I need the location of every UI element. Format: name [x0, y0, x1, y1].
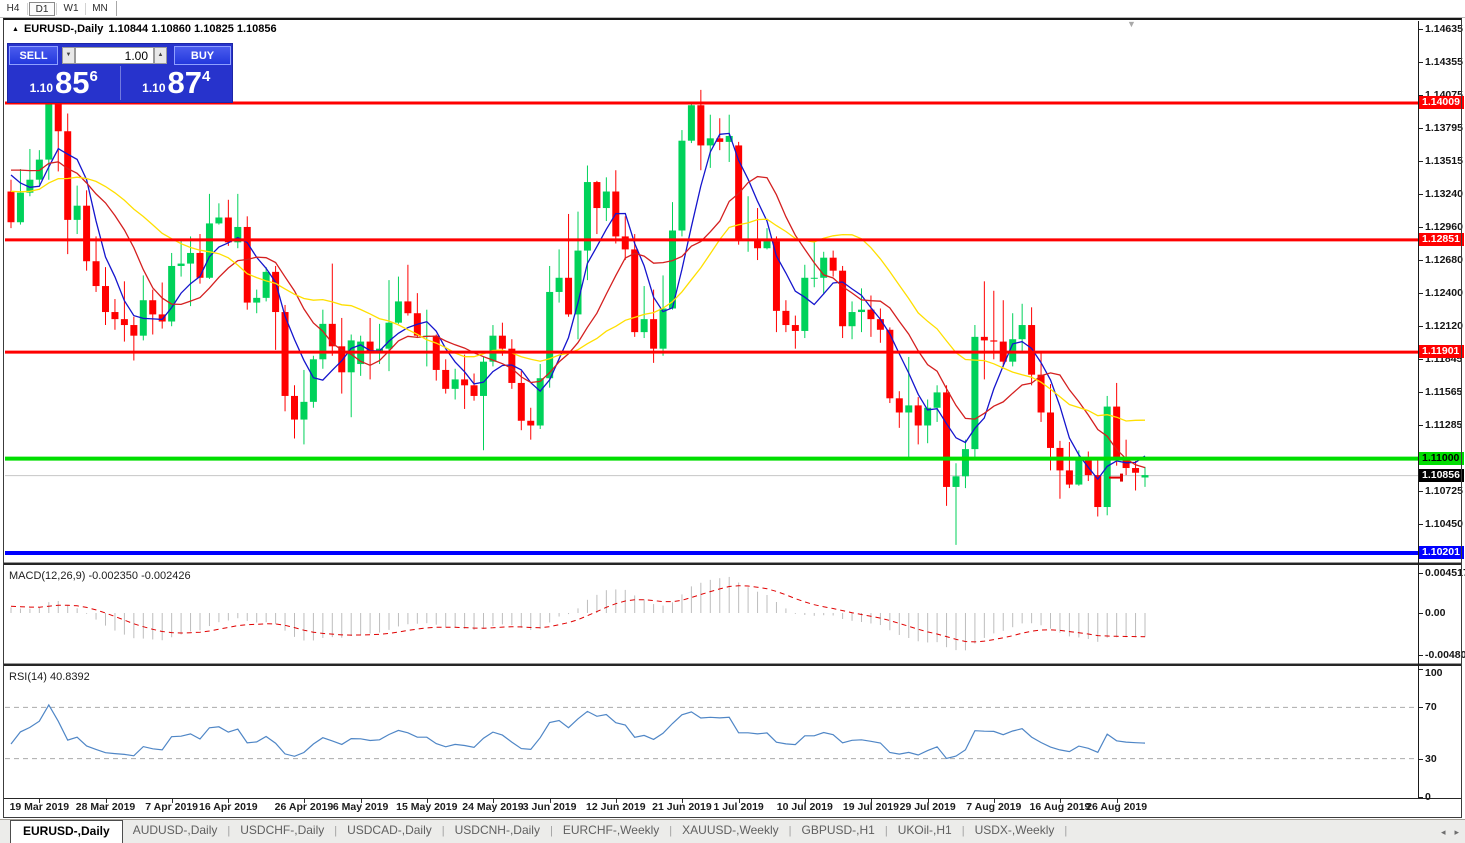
tab-separator: |: [549, 825, 553, 837]
last-price-arrow-icon: [1109, 476, 1120, 479]
price-divider: [119, 66, 121, 100]
timeframe-button-h4[interactable]: H4: [6, 2, 20, 14]
bid-ask-display: 1.10 85 6 1.10 87 4: [8, 66, 232, 100]
buy-price-big: 87: [167, 65, 202, 100]
chart-title-symbol: EURUSD-,Daily: [23, 23, 104, 35]
tab-separator: |: [1064, 825, 1068, 837]
chart-tab-usdx-weekly[interactable]: USDX-,Weekly: [974, 823, 1055, 837]
tab-separator: |: [669, 825, 673, 837]
sell-price-sup: 6: [89, 68, 98, 85]
chart-tab-usdcad-daily[interactable]: USDCAD-,Daily: [347, 823, 432, 837]
collapse-trade-panel-icon[interactable]: ▲: [12, 25, 19, 33]
macd-signal-line: [10, 585, 1146, 643]
price-pane: [5, 47, 1418, 555]
timeframe-toolbar: H4 D1 W1 MN: [0, 0, 1465, 18]
macd-indicator-label: MACD(12,26,9) -0.002350 -0.002426: [9, 570, 191, 582]
buy-price-prefix: 1.10: [142, 81, 166, 95]
rsi-pane: [5, 703, 1418, 760]
moving-average-line-10: [11, 161, 1146, 469]
sell-button[interactable]: SELL: [9, 46, 58, 65]
chart-tab-gbpusd-h1[interactable]: GBPUSD-,H1: [801, 823, 875, 837]
chart-tab-usdchf-daily[interactable]: USDCHF-,Daily: [240, 823, 325, 837]
volume-input[interactable]: [75, 47, 154, 64]
volume-decrease-button[interactable]: ▼: [62, 47, 75, 64]
chart-tab-usdcnh-daily[interactable]: USDCNH-,Daily: [454, 823, 540, 837]
trade-controls-row: SELL ▼ ▲ BUY: [8, 44, 232, 66]
macd-histogram: [10, 576, 1146, 651]
toolbar-separator: [27, 2, 28, 15]
chart-tab-eurusd-daily[interactable]: EURUSD-,Daily: [10, 820, 123, 843]
toolbar-separator: [116, 1, 117, 16]
tab-separator: |: [884, 825, 888, 837]
sell-price-display[interactable]: 1.10 85 6: [8, 66, 120, 100]
autoscroll-marker-icon[interactable]: ▼: [1127, 19, 1136, 29]
tab-separator: |: [227, 825, 231, 837]
volume-increase-button[interactable]: ▲: [154, 47, 167, 64]
sell-price-big: 85: [55, 65, 90, 100]
chart-tab-ukoil-h1[interactable]: UKOil-,H1: [897, 823, 952, 837]
toolbar-separator: [85, 2, 86, 15]
chart-tab-audusd-daily[interactable]: AUDUSD-,Daily: [132, 823, 218, 837]
rsi-line: [10, 703, 1146, 760]
sell-price-prefix: 1.10: [29, 81, 54, 95]
chart-title-ohlc: 1.10844 1.10860 1.10825 1.10856: [108, 23, 277, 35]
moving-average-line-5: [10, 132, 1146, 481]
tab-separator: |: [441, 825, 445, 837]
chart-tab-eurchf-weekly[interactable]: EURCHF-,Weekly: [562, 823, 660, 837]
rsi-indicator-label: RSI(14) 40.8392: [9, 671, 90, 683]
tab-scroll-left-icon[interactable]: ◂: [1440, 827, 1446, 837]
toolbar-separator: [56, 2, 57, 15]
tab-scroll-right-icon[interactable]: ▸: [1454, 827, 1459, 837]
chart-tab-xauusd-weekly[interactable]: XAUUSD-,Weekly: [682, 823, 779, 837]
tab-separator: |: [334, 825, 338, 837]
chart-tab-bar: EURUSD-,Daily AUDUSD-,Daily | USDCHF-,Daily…: [0, 819, 1465, 843]
macd-pane: [10, 576, 1146, 651]
buy-price-display[interactable]: 1.10 87 4: [121, 66, 233, 100]
buy-price-sup: 4: [202, 68, 211, 85]
timeframe-button-d1[interactable]: D1: [29, 1, 55, 16]
tab-scroll-buttons: ◂ ▸: [1441, 827, 1459, 838]
timeframe-button-mn[interactable]: MN: [92, 2, 108, 14]
timeframe-button-w1[interactable]: W1: [63, 2, 79, 14]
tab-separator: |: [788, 825, 792, 837]
tab-separator: |: [961, 825, 965, 837]
chart-title: ▲ EURUSD-,Daily 1.10844 1.10860 1.10825 …: [12, 23, 277, 35]
buy-button[interactable]: BUY: [174, 46, 231, 65]
